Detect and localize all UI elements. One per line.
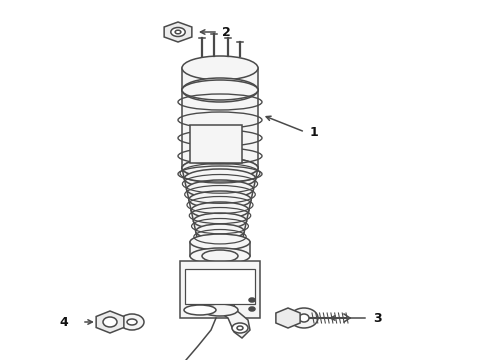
Text: 3: 3 xyxy=(373,311,382,324)
Ellipse shape xyxy=(103,317,117,327)
Ellipse shape xyxy=(232,323,248,333)
Ellipse shape xyxy=(196,224,245,239)
Bar xyxy=(180,261,260,318)
Ellipse shape xyxy=(120,314,144,330)
Polygon shape xyxy=(189,200,251,210)
Ellipse shape xyxy=(184,305,216,315)
Ellipse shape xyxy=(175,30,181,34)
Text: 4: 4 xyxy=(59,315,68,328)
Ellipse shape xyxy=(182,80,258,100)
Ellipse shape xyxy=(182,158,258,178)
Ellipse shape xyxy=(187,180,253,198)
Polygon shape xyxy=(276,308,300,328)
Text: 2: 2 xyxy=(222,26,231,39)
Ellipse shape xyxy=(202,304,238,316)
Ellipse shape xyxy=(190,248,250,264)
Ellipse shape xyxy=(191,202,249,219)
Ellipse shape xyxy=(249,307,255,311)
Polygon shape xyxy=(191,210,249,221)
Bar xyxy=(190,242,250,256)
Ellipse shape xyxy=(299,314,309,322)
Polygon shape xyxy=(194,221,246,231)
Ellipse shape xyxy=(182,78,258,102)
Ellipse shape xyxy=(194,213,246,229)
Ellipse shape xyxy=(182,158,258,178)
Polygon shape xyxy=(182,168,258,179)
Ellipse shape xyxy=(290,308,318,328)
Ellipse shape xyxy=(202,250,238,262)
Bar xyxy=(185,269,255,304)
Polygon shape xyxy=(164,22,192,42)
Ellipse shape xyxy=(189,191,251,208)
Text: 1: 1 xyxy=(310,126,319,139)
Ellipse shape xyxy=(184,169,256,188)
Bar xyxy=(182,68,258,90)
Bar xyxy=(182,90,258,168)
Ellipse shape xyxy=(127,319,137,325)
Ellipse shape xyxy=(249,298,255,302)
Ellipse shape xyxy=(182,56,258,80)
Ellipse shape xyxy=(237,326,243,330)
Polygon shape xyxy=(196,231,245,242)
Ellipse shape xyxy=(190,234,250,250)
Polygon shape xyxy=(187,189,253,200)
Polygon shape xyxy=(208,300,250,338)
Polygon shape xyxy=(96,311,124,333)
Ellipse shape xyxy=(171,27,185,36)
Polygon shape xyxy=(184,179,256,189)
Bar xyxy=(202,256,238,310)
Bar xyxy=(190,125,242,163)
Ellipse shape xyxy=(198,235,242,249)
